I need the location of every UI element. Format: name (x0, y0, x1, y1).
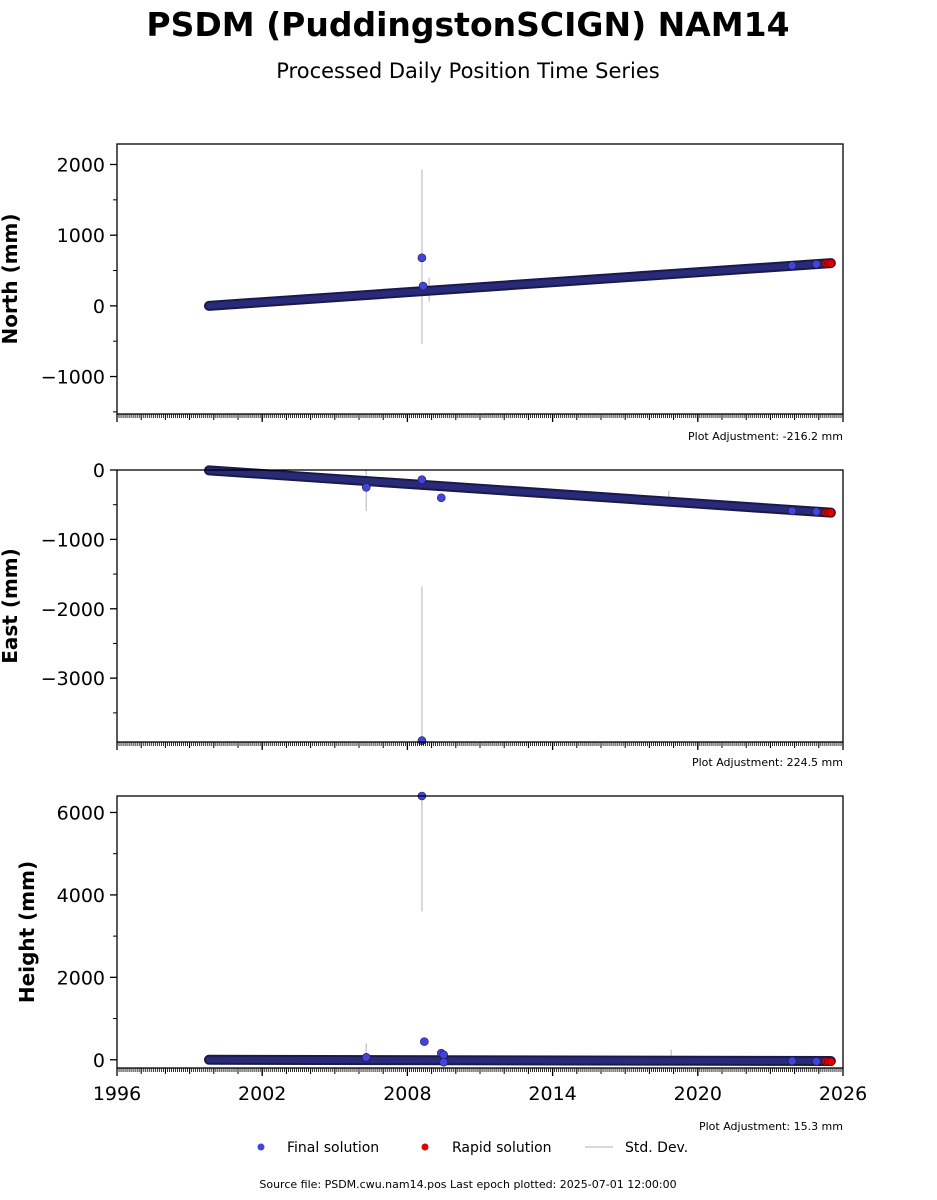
final-point-1 (420, 1037, 429, 1046)
source-footer: Source file: PSDM.cwu.nam14.pos Last epo… (259, 1178, 676, 1191)
final-point-1 (418, 281, 428, 291)
panel-1: −1000 0 1000 2000 North (mm) Plot Adjustment:… (0, 143, 844, 443)
y-tick-label-1: −2000 (41, 599, 105, 621)
final-point-0 (417, 253, 427, 263)
plot-area (203, 791, 836, 1067)
x-tick-label-1: 2002 (238, 1083, 286, 1105)
final-point-2 (436, 493, 446, 503)
x-tick-label-3: 2014 (528, 1083, 576, 1105)
y-tick-label-3: 2000 (57, 154, 105, 176)
y-tick-label-2: 4000 (57, 885, 105, 907)
x-tick-label-4: 2020 (674, 1083, 722, 1105)
x-tick-label-0: 1996 (93, 1083, 141, 1105)
legend-marker (257, 1143, 265, 1151)
y-axis-label: East (mm) (0, 548, 22, 664)
plot-adjustment-label: Plot Adjustment: 15.3 mm (699, 1120, 843, 1133)
plot-adjustment-label: Plot Adjustment: 224.5 mm (692, 756, 843, 769)
final-point-3 (439, 1050, 449, 1060)
legend-item-2: Rapid solution (421, 1140, 552, 1156)
plot-adjustment-label: Plot Adjustment: -216.2 mm (688, 430, 843, 443)
y-tick-label-1: 0 (93, 296, 105, 318)
legend-item-3: Std. Dev. (585, 1140, 688, 1156)
final-point-3 (812, 259, 821, 269)
final-trend (205, 467, 834, 516)
final-point-1 (417, 475, 427, 485)
legend-label: Rapid solution (452, 1140, 552, 1156)
final-point-6 (787, 1056, 797, 1066)
panel-2: −3000 −2000 −1000 0 East (mm) Plot Adjustment… (0, 460, 844, 769)
y-tick-label-3: 6000 (57, 802, 105, 824)
final-point-5 (361, 1052, 371, 1062)
y-tick-label-3: 0 (93, 460, 105, 482)
plot-area (203, 465, 836, 745)
final-point-2 (787, 261, 797, 270)
final-trend (205, 1056, 834, 1064)
y-tick-label-1: 2000 (57, 967, 105, 989)
axes-frame (116, 143, 844, 415)
axes-frame (116, 795, 844, 1069)
y-tick-label-2: −1000 (41, 529, 105, 551)
y-tick-label-2: 1000 (57, 225, 105, 247)
chart-subtitle: Processed Daily Position Time Series (276, 59, 660, 83)
legend: Final solution Rapid solution Std. Dev. (257, 1140, 688, 1156)
panels: −1000 0 1000 2000 North (mm) Plot Adjustment:… (0, 143, 867, 1133)
x-tick-label-5: 2026 (819, 1083, 867, 1105)
y-axis-label: North (mm) (0, 213, 22, 344)
rapid-point-2 (826, 259, 836, 268)
final-trend (205, 260, 834, 309)
final-point-5 (812, 507, 821, 516)
final-point-7 (812, 1057, 821, 1066)
final-point-4 (787, 506, 797, 516)
y-tick-label-0: −1000 (41, 367, 105, 389)
rapid-point-2 (826, 1057, 836, 1067)
panel-3: 1996 2002 2008 2014 2020 2026 0 2000 4000 6000 Hei… (15, 791, 867, 1133)
legend-item-1: Final solution (257, 1140, 379, 1156)
y-axis-label: Height (mm) (15, 861, 39, 1003)
plot-area (203, 169, 836, 345)
chart-title: PSDM (PuddingstonSCIGN) NAM14 (146, 5, 789, 44)
legend-marker (421, 1143, 429, 1151)
final-point-4 (439, 1057, 449, 1067)
rapid-point-2 (826, 508, 836, 517)
x-tick-label-2: 2008 (383, 1083, 431, 1105)
y-tick-label-0: 0 (93, 1050, 105, 1072)
y-tick-label-0: −3000 (41, 668, 105, 690)
legend-label: Std. Dev. (625, 1140, 688, 1156)
legend-label: Final solution (287, 1140, 379, 1156)
final-point-0 (361, 483, 371, 492)
